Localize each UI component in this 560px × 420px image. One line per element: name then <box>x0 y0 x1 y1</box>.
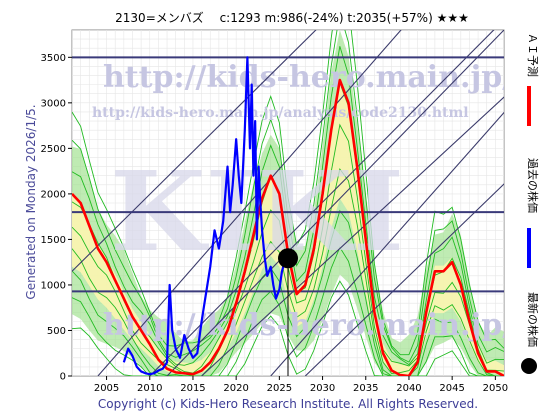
x-tick-label: 2045 <box>439 383 464 394</box>
legend-latest-label: 最新の株価 <box>526 292 540 347</box>
trend-line <box>304 183 504 376</box>
trend-line <box>166 30 504 376</box>
x-tick-label: 2020 <box>223 383 248 394</box>
y-tick-label: 3500 <box>41 53 66 64</box>
latest-point <box>278 248 298 269</box>
x-tick-label: 2040 <box>396 383 421 394</box>
x-tick-label: 2050 <box>483 383 508 394</box>
legend-latest-swatch <box>521 358 537 374</box>
band-line <box>72 30 504 356</box>
chart-title: 2130=メンバズ c:1293 m:986(-24%) t:2035(+57%… <box>115 10 469 25</box>
trend-line <box>201 96 504 376</box>
y-tick-label: 1500 <box>41 235 66 246</box>
watermark-url-analysis: http://kids-hero.main.jp/analysis/code21… <box>92 105 469 121</box>
legend-past-label: 過去の株価 <box>526 158 540 213</box>
watermark-url-top: http://kids-hero.main.jp/ <box>103 60 513 95</box>
legend: ＡＩ予測 過去の株価 最新の株価 <box>521 33 540 374</box>
watermark-layer: KIKI http://kids-hero.main.jp/ http://ki… <box>92 60 513 343</box>
y-tick-label: 0 <box>60 372 66 383</box>
x-tick-label: 2030 <box>310 383 335 394</box>
x-tick-label: 2010 <box>137 383 162 394</box>
watermark-url-bottom: http://kids-hero.main.jp/ <box>103 308 513 343</box>
y-tick-label: 1000 <box>41 280 66 291</box>
x-tick-label: 2015 <box>180 383 205 394</box>
band-line <box>72 46 504 366</box>
band-envelope <box>72 30 504 376</box>
series-past-price <box>122 56 289 376</box>
plot-layer: KIKI http://kids-hero.main.jp/ http://ki… <box>72 30 513 376</box>
y-axis: 0 500 1000 1500 2000 2500 3000 3500 <box>41 53 72 383</box>
band-line <box>72 30 504 363</box>
legend-ai-label: ＡＩ予測 <box>526 33 540 77</box>
y-tick-label: 2000 <box>41 189 66 200</box>
latest-marker <box>278 248 298 376</box>
x-axis: 2005 2010 2015 2020 2025 2030 2035 2040 2045 2050 <box>94 376 508 394</box>
x-tick-label: 2025 <box>267 383 292 394</box>
y-tick-label: 2500 <box>41 144 66 155</box>
copyright: Copyright (c) Kids-Hero Research Institu… <box>98 397 478 411</box>
y-tick-label: 3000 <box>41 98 66 109</box>
x-tick-label: 2005 <box>94 383 119 394</box>
generated-note: Generated on Monday 2026/1/5. <box>24 104 38 299</box>
trend-line <box>270 111 504 376</box>
trend-line <box>97 30 402 376</box>
y-tick-label: 500 <box>47 326 66 337</box>
x-tick-label: 2035 <box>353 383 378 394</box>
